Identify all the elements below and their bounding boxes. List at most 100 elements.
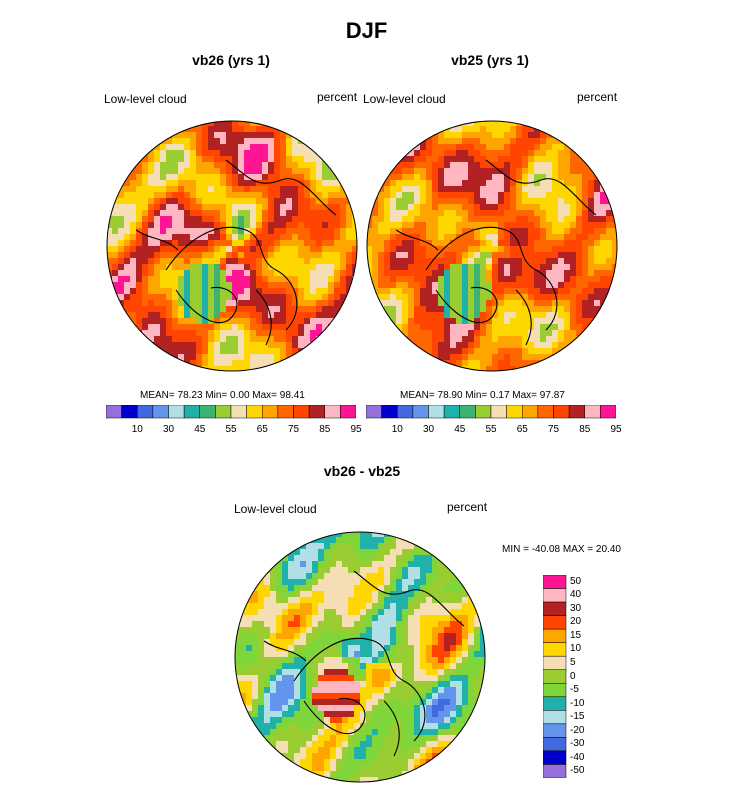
colorbar-swatch — [137, 405, 154, 419]
colorbar-swatch — [293, 405, 310, 419]
panel2-left-label: Low-level cloud — [363, 92, 446, 106]
colorbar-swatch — [121, 405, 138, 419]
coastline-path — [263, 570, 465, 757]
colorbar-tick-label: -30 — [570, 738, 585, 750]
colorbar-tick-label: 55 — [225, 424, 237, 435]
colorbar-tick-label: 85 — [319, 424, 331, 435]
panel2-polar-map — [366, 120, 618, 372]
colorbar-swatch — [168, 405, 185, 419]
colorbar-swatch — [428, 405, 445, 419]
colorbar-tick-label: 10 — [570, 643, 582, 655]
colorbar-tick-label: 0 — [570, 670, 576, 682]
colorbar-swatch — [543, 655, 567, 670]
colorbar-tick-label: 45 — [454, 424, 466, 435]
colorbar-swatch — [543, 615, 567, 630]
colorbar-swatch — [543, 723, 567, 738]
colorbar-swatch — [106, 405, 122, 419]
colorbar-tick-label: 20 — [570, 616, 582, 628]
colorbar-tick-label: 10 — [391, 424, 403, 435]
colorbar-swatch — [543, 710, 567, 725]
colorbar-tick-label: 5 — [570, 656, 576, 668]
colorbar-swatch — [262, 405, 279, 419]
colorbar-swatch — [340, 405, 356, 419]
panel2-stats: MEAN= 78.90 Min= 0.17 Max= 97.87 — [400, 390, 565, 401]
colorbar-swatch — [324, 405, 341, 419]
colorbar-swatch — [215, 405, 232, 419]
colorbar-swatch — [543, 696, 567, 711]
colorbar-swatch — [277, 405, 294, 419]
colorbar-tick-label: 30 — [570, 602, 582, 614]
colorbar-tick-label: 75 — [547, 424, 560, 435]
colorbar-swatch — [459, 405, 476, 419]
colorbar-swatch — [543, 683, 567, 698]
colorbar-swatch — [152, 405, 169, 419]
panel2-title: vb25 (yrs 1) — [451, 52, 529, 68]
colorbar-tick-label: 15 — [570, 629, 582, 641]
colorbar-swatch — [537, 405, 554, 419]
colorbar-tick-label: 45 — [194, 424, 206, 435]
colorbar-tick-label: 10 — [131, 424, 143, 435]
colorbar-tick-label: -15 — [570, 711, 585, 723]
colorbar-swatch — [543, 737, 567, 752]
colorbar-tick-label: -20 — [570, 724, 585, 736]
colorbar-tick-label: 50 — [570, 575, 582, 587]
colorbar-swatch — [381, 405, 398, 419]
colorbar-tick-label: 95 — [610, 424, 622, 435]
colorbar-tick-label: 85 — [579, 424, 591, 435]
colorbar-tick-label: 95 — [350, 424, 362, 435]
coastline-path — [395, 159, 597, 346]
colorbar-swatch — [553, 405, 570, 419]
panel1-stats: MEAN= 78.23 Min= 0.00 Max= 98.41 — [140, 390, 305, 401]
colorbar-swatch — [543, 750, 567, 765]
panel2-colorbar — [366, 405, 616, 419]
colorbar-swatch — [230, 405, 247, 419]
colorbar-tick-label: 30 — [162, 424, 175, 435]
colorbar-tick-label: 55 — [485, 424, 497, 435]
colorbar-tick-label: -10 — [570, 697, 585, 709]
colorbar-swatch — [600, 405, 616, 419]
colorbar-swatch — [506, 405, 523, 419]
panel1-right-label: percent — [317, 90, 358, 104]
colorbar-swatch — [543, 669, 567, 684]
colorbar-tick-label: 30 — [422, 424, 435, 435]
figure-title: DJF — [345, 18, 388, 43]
colorbar-tick-label: -40 — [570, 751, 585, 763]
colorbar-swatch — [490, 405, 507, 419]
colorbar-tick-label: 65 — [516, 424, 528, 435]
panel3-colorbar — [543, 575, 567, 778]
colorbar-swatch — [568, 405, 585, 419]
panel1-title: vb26 (yrs 1) — [192, 52, 270, 68]
colorbar-swatch — [397, 405, 414, 419]
panel3-stats: MIN = -40.08 MAX = 20.40 — [502, 544, 621, 555]
panel3-left-label: Low-level cloud — [234, 502, 317, 516]
colorbar-swatch — [308, 405, 325, 419]
colorbar-swatch — [543, 628, 567, 643]
panel3-polar-map — [234, 531, 486, 783]
colorbar-swatch — [183, 405, 200, 419]
panel1-left-label: Low-level cloud — [104, 92, 187, 106]
colorbar-swatch — [475, 405, 492, 419]
colorbar-tick-label: 65 — [256, 424, 268, 435]
colorbar-swatch — [584, 405, 601, 419]
coastline-path — [135, 159, 337, 346]
colorbar-swatch — [543, 588, 567, 603]
panel1-polar-map — [106, 120, 358, 372]
colorbar-swatch — [246, 405, 263, 419]
colorbar-tick-label: 75 — [287, 424, 300, 435]
panel2-right-label: percent — [577, 90, 618, 104]
colorbar-tick-label: 40 — [570, 589, 582, 601]
colorbar-swatch — [443, 405, 460, 419]
panel1-colorbar — [106, 405, 356, 419]
colorbar-swatch — [543, 575, 567, 589]
panel3-title: vb26 - vb25 — [323, 463, 401, 479]
colorbar-swatch — [543, 601, 567, 616]
colorbar-swatch — [522, 405, 539, 419]
colorbar-tick-label: -50 — [570, 765, 585, 777]
colorbar-swatch — [412, 405, 429, 419]
colorbar-swatch — [543, 764, 567, 778]
panel3-right-label: percent — [447, 500, 488, 514]
colorbar-swatch — [199, 405, 216, 419]
colorbar-swatch — [366, 405, 382, 419]
colorbar-tick-label: -5 — [570, 684, 579, 696]
colorbar-swatch — [543, 642, 567, 657]
